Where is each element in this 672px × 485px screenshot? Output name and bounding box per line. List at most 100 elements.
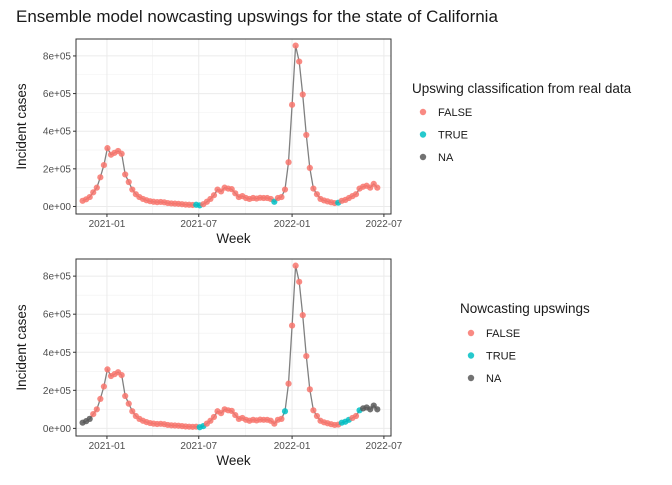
legend-swatch <box>419 153 427 161</box>
data-point-false <box>100 161 107 169</box>
legend-item-true: TRUE <box>467 351 516 363</box>
data-point-false <box>118 371 125 379</box>
data-point-false <box>310 185 317 192</box>
legend-label: FALSE <box>438 107 472 119</box>
data-point-false <box>299 91 306 98</box>
legend-title: Upswing classification from real data <box>412 81 632 96</box>
data-point-false <box>278 193 285 201</box>
data-point-false <box>288 101 296 108</box>
data-point-false <box>288 322 296 329</box>
data-point-false <box>281 186 289 193</box>
legend-label: TRUE <box>486 351 516 363</box>
legend-swatch <box>467 352 475 359</box>
legend: Nowcasting upswings FALSE TRUE NA <box>460 301 590 385</box>
data-point-false <box>90 411 97 418</box>
legend-item-true: TRUE <box>419 130 468 142</box>
data-point-false <box>97 395 104 402</box>
x-tick-label: 2022-01 <box>274 219 311 230</box>
figure-title: Ensemble model nowcasting upswings for t… <box>16 7 498 26</box>
data-point-false <box>118 150 125 157</box>
x-axis-title: Week <box>216 453 251 468</box>
data-point-false <box>125 400 132 407</box>
data-point-false <box>303 352 310 360</box>
data-point-false <box>228 186 235 193</box>
legend-item-false: FALSE <box>467 328 520 340</box>
legend-item-false: FALSE <box>419 107 472 119</box>
legend-swatch <box>419 131 427 138</box>
data-point-false <box>100 383 107 390</box>
legend-label: NA <box>438 152 454 164</box>
x-axis-title: Week <box>216 231 251 246</box>
data-point-false <box>125 178 132 186</box>
data-point-na <box>86 415 93 422</box>
x-tick-label: 2022-01 <box>274 441 311 452</box>
legend-item-na: NA <box>419 152 454 164</box>
data-point-false <box>306 164 313 171</box>
data-point-false <box>90 189 97 196</box>
data-point-false <box>352 412 360 420</box>
data-point-false <box>352 191 360 198</box>
data-point-true <box>281 408 289 415</box>
x-tick-label: 2021-01 <box>89 219 126 230</box>
data-point-false <box>292 42 299 49</box>
legend-title: Nowcasting upswings <box>460 301 590 316</box>
data-point-false <box>129 408 136 415</box>
data-point-false <box>299 312 306 319</box>
data-point-false <box>313 412 321 420</box>
y-axis-title: Incident cases <box>14 83 29 170</box>
y-tick-label: 8e+05 <box>43 272 72 283</box>
data-point-false <box>129 186 136 193</box>
data-point-false <box>296 58 303 65</box>
y-axis-title: Incident cases <box>14 304 29 391</box>
panel-upswing-classification: 0e+00 2e+05 4e+05 6e+05 8e+05 2021-01 2021-07 2… <box>14 38 632 246</box>
data-point-false <box>278 415 285 422</box>
data-point-false <box>210 413 218 421</box>
y-tick-label: 4e+05 <box>43 348 72 359</box>
data-point-false <box>104 366 111 373</box>
data-point-false <box>122 171 129 178</box>
y-tick-label: 2e+05 <box>43 164 72 175</box>
panel-border <box>75 38 392 215</box>
data-point-false <box>86 193 93 201</box>
y-tick-label: 2e+05 <box>43 386 72 397</box>
data-point-false <box>310 407 317 414</box>
y-tick-label: 8e+05 <box>43 51 72 62</box>
data-point-false <box>104 145 111 152</box>
data-point-false <box>210 192 218 199</box>
y-tick-label: 0e+00 <box>43 202 72 213</box>
data-point-false <box>285 159 292 166</box>
x-tick-label: 2021-01 <box>89 441 126 452</box>
x-tick-label: 2021-07 <box>180 441 217 452</box>
legend: Upswing classification from real data FAL… <box>412 81 632 164</box>
data-point-false <box>292 262 299 269</box>
legend-swatch <box>467 374 475 382</box>
data-point-false <box>306 386 313 393</box>
y-tick-label: 4e+05 <box>43 127 72 138</box>
data-point-false <box>285 380 292 387</box>
legend-label: NA <box>486 373 502 385</box>
data-point-false <box>122 392 129 400</box>
data-point-false <box>97 174 104 181</box>
y-tick-label: 6e+05 <box>43 89 72 100</box>
data-point-false <box>296 278 303 285</box>
x-tick-label: 2021-07 <box>180 219 217 230</box>
data-point-false <box>93 406 100 413</box>
x-tick-label: 2022-07 <box>366 219 403 230</box>
panel-nowcasting-upswings: 0e+00 2e+05 4e+05 6e+05 8e+05 2021-01 2021-07 2… <box>14 258 590 468</box>
data-point-false <box>303 131 310 139</box>
data-point-false <box>228 407 235 414</box>
legend-item-na: NA <box>467 373 502 385</box>
data-point-na <box>374 406 381 413</box>
legend-label: FALSE <box>486 328 520 340</box>
data-point-false <box>313 191 321 198</box>
y-tick-label: 0e+00 <box>43 424 72 435</box>
legend-swatch <box>467 329 475 337</box>
data-point-false <box>93 184 100 191</box>
data-point-false <box>374 184 381 191</box>
x-tick-label: 2022-07 <box>366 441 403 452</box>
panel-border <box>75 258 392 437</box>
legend-swatch <box>419 108 427 116</box>
y-tick-label: 6e+05 <box>43 310 72 321</box>
legend-label: TRUE <box>438 130 468 142</box>
